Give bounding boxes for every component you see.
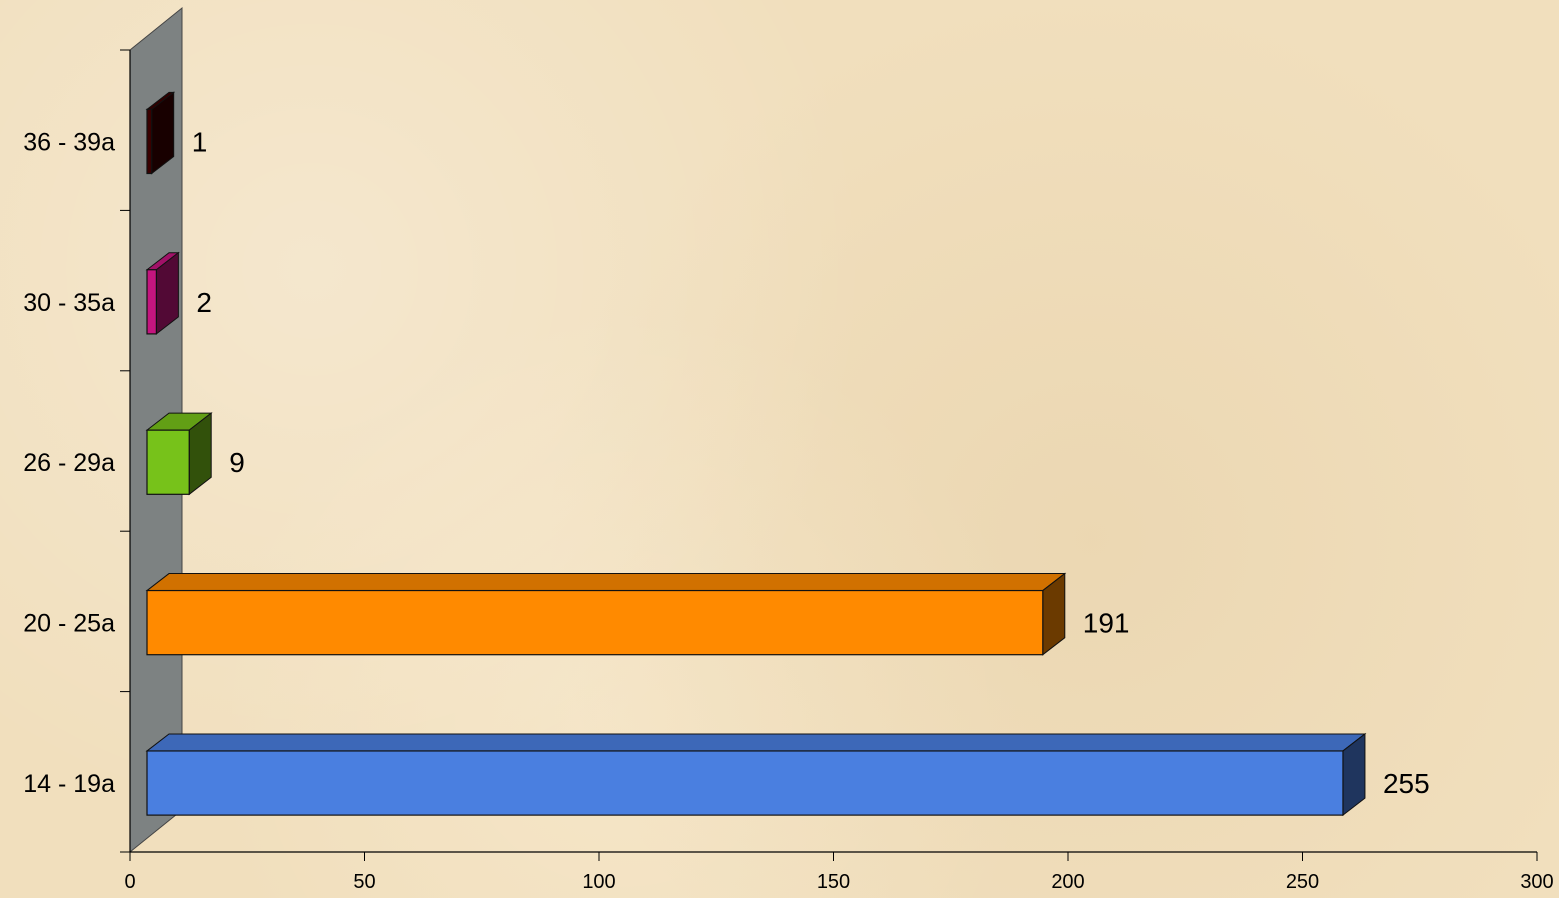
category-label: 36 - 39a	[23, 128, 115, 156]
bar-group	[145, 572, 1067, 656]
x-tick-label: 50	[353, 871, 375, 893]
data-label: 1	[192, 126, 208, 157]
bar-group	[145, 91, 176, 175]
x-tick-label: 100	[582, 871, 615, 893]
data-label: 191	[1083, 608, 1130, 639]
bar	[146, 750, 1344, 816]
x-tick-label: 300	[1520, 871, 1553, 893]
bar	[146, 108, 153, 175]
x-tick-label: 150	[817, 871, 850, 893]
bar-group	[145, 412, 213, 496]
bar-top-face	[145, 573, 1067, 592]
category-label: 14 - 19a	[23, 770, 115, 798]
bar-group	[145, 251, 180, 335]
category-label: 20 - 25a	[23, 610, 115, 638]
bar	[146, 429, 190, 495]
x-tick-label: 200	[1051, 871, 1084, 893]
data-label: 9	[229, 447, 245, 478]
bar-group	[145, 732, 1367, 817]
data-label: 2	[196, 287, 212, 318]
bar-top-face	[145, 733, 1367, 752]
data-label: 255	[1383, 768, 1430, 799]
bar	[146, 269, 157, 335]
x-tick-label: 250	[1286, 871, 1319, 893]
category-label: 26 - 29a	[23, 449, 115, 477]
x-tick-label: 0	[124, 871, 135, 893]
category-label: 30 - 35a	[23, 289, 115, 317]
bar	[146, 589, 1044, 656]
